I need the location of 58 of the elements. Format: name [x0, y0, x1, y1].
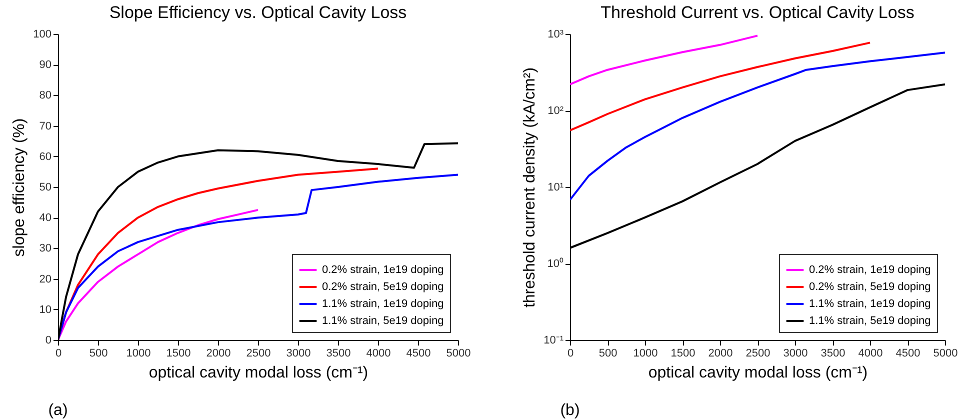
y-tick-label: 10⁻¹	[544, 334, 564, 346]
y-tick-label: 100	[33, 28, 52, 40]
x-tick-label: 4000	[366, 348, 391, 360]
y-tick-label: 10⁰	[547, 257, 564, 270]
x-tick-label: 2500	[746, 348, 770, 360]
x-tick-label: 4000	[858, 348, 883, 360]
legend-label: 0.2% strain, 5e19 doping	[322, 281, 444, 293]
text: (b)	[560, 402, 580, 419]
x-tick-label: 1000	[633, 348, 658, 360]
y-tick-label: 10³	[548, 28, 564, 40]
y-tick-label: 50	[39, 182, 52, 194]
y-tick-label: 30	[39, 242, 52, 255]
x-axis-title: optical cavity modal loss (cm⁻¹)	[648, 364, 868, 382]
x-tick-label: 3500	[326, 348, 351, 360]
legend-label: 0.2% strain, 1e19 doping	[809, 264, 931, 276]
x-tick-label: 3000	[286, 348, 311, 360]
x-tick-label: 5000	[933, 348, 958, 360]
y-tick-label: 10¹	[548, 182, 564, 194]
x-tick-label: 5000	[446, 348, 471, 360]
legend-label: 1.1% strain, 1e19 doping	[322, 298, 444, 310]
x-tick-label: 3000	[783, 348, 808, 360]
legend-label: 0.2% strain, 1e19 doping	[322, 264, 444, 276]
y-tick-label: 20	[39, 273, 52, 286]
chart-title: Threshold Current vs. Optical Cavity Loss	[600, 3, 914, 22]
x-tick-label: 2000	[708, 348, 733, 360]
line-series	[58, 208, 259, 340]
x-tick-label: 500	[598, 348, 618, 360]
y-tick-label: 60	[39, 150, 52, 163]
text: (a)	[48, 402, 68, 419]
legend-label: 0.2% strain, 5e19 doping	[809, 281, 931, 293]
x-tick-label: 0	[55, 348, 62, 360]
legend-label: 1.1% strain, 5e19 doping	[322, 315, 444, 327]
line-series	[570, 34, 758, 86]
y-tick-label: 90	[39, 59, 52, 72]
x-tick-label: 2000	[206, 348, 231, 360]
y-tick-label: 40	[39, 212, 52, 224]
y-tick-label: 80	[39, 90, 52, 102]
line-series	[570, 42, 871, 132]
x-tick-label: 1000	[126, 348, 151, 360]
legend-label: 1.1% strain, 5e19 doping	[809, 315, 931, 327]
x-tick-label: 2500	[246, 348, 271, 360]
y-axis-title: slope efficiency (%)	[11, 118, 28, 257]
x-tick-label: 500	[89, 348, 108, 360]
x-tick-label: 4500	[896, 348, 920, 360]
y-axis-title: threshold current density (kA/cm²)	[522, 67, 539, 308]
legend-label: 1.1% strain, 1e19 doping	[809, 298, 931, 310]
y-tick-label: 10²	[548, 105, 564, 117]
chart-title: Slope Efficiency vs. Optical Cavity Loss	[109, 3, 407, 22]
x-tick-label: 1500	[166, 348, 191, 360]
x-tick-label: 1500	[670, 348, 696, 360]
y-tick-label: 0	[45, 334, 52, 346]
x-tick-label: 4500	[406, 348, 431, 360]
line-series	[570, 52, 945, 201]
x-tick-label: 0	[567, 348, 574, 360]
x-axis-title: optical cavity modal loss (cm⁻¹)	[148, 364, 368, 382]
y-tick-label: 70	[39, 120, 52, 132]
x-tick-label: 3500	[820, 348, 846, 360]
y-tick-label: 10	[39, 304, 52, 316]
